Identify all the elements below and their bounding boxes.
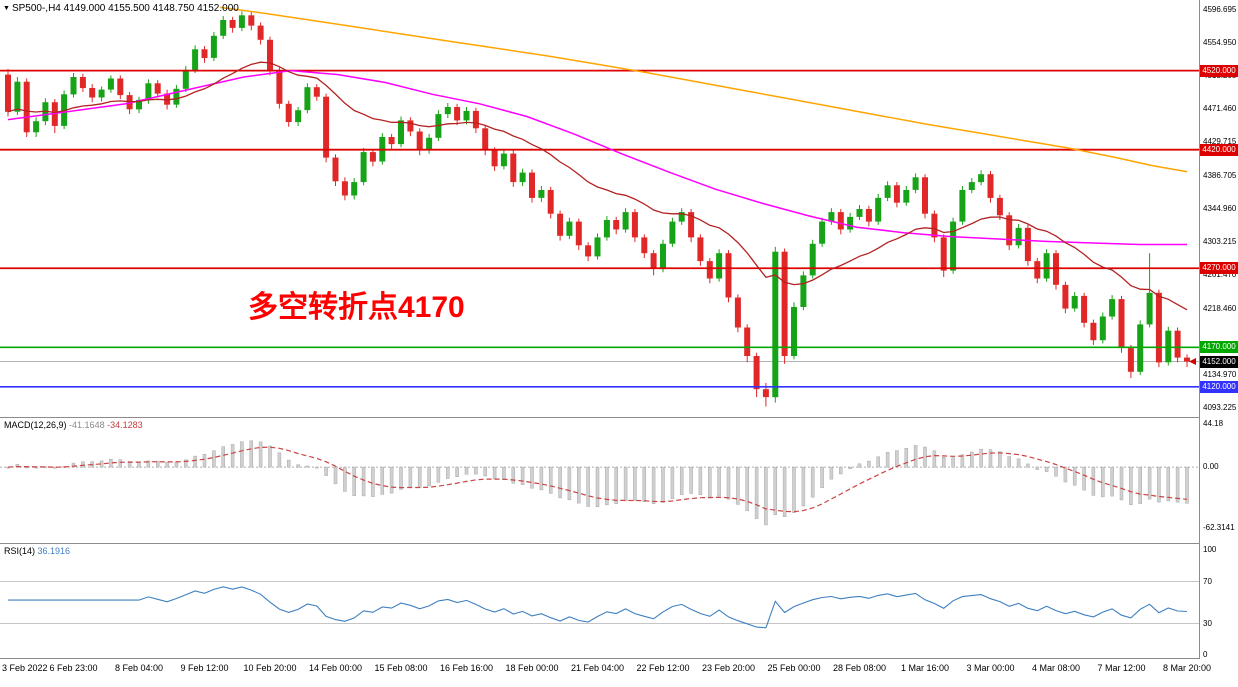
price-tick-label: 4134.970 xyxy=(1203,370,1237,379)
price-tick-label: 4386.705 xyxy=(1203,171,1237,180)
symbol-period-label: SP500-,H4 xyxy=(11,3,61,14)
time-label: 21 Feb 04:00 xyxy=(570,663,625,673)
price-tick-label: 4093.225 xyxy=(1203,403,1237,412)
price-tick-label: 4554.950 xyxy=(1203,38,1237,47)
time-label: 28 Feb 08:00 xyxy=(832,663,887,673)
rsi-indicator-label: RSI(14) 36.1916 xyxy=(4,546,70,556)
time-label: 8 Mar 20:00 xyxy=(1162,663,1212,673)
current-price-tag[interactable]: 4152.000 xyxy=(1200,355,1238,368)
price-tick-label: 4471.460 xyxy=(1203,104,1237,113)
ma-fast-line xyxy=(7,61,1188,311)
macd-signal-value: -34.1283 xyxy=(107,420,143,430)
price-tick-label: 4429.715 xyxy=(1203,137,1237,146)
price-tag-4270[interactable]: 4270.000 xyxy=(1200,262,1238,275)
macd-tick-label: -62.3141 xyxy=(1203,523,1235,532)
time-label: 25 Feb 00:00 xyxy=(767,663,821,673)
macd-tick-label: 44.18 xyxy=(1203,419,1224,428)
time-label: 3 Feb 2022 xyxy=(2,663,48,673)
current-price-marker xyxy=(1189,358,1196,366)
time-label: 1 Mar 16:00 xyxy=(900,663,950,673)
ma-medium-line xyxy=(7,69,1187,246)
price-tag-4420[interactable]: 4420.000 xyxy=(1200,143,1238,156)
time-label: 4 Mar 08:00 xyxy=(1031,663,1081,673)
rsi-tick-label: 100 xyxy=(1203,545,1217,554)
price-tick-label: 4344.960 xyxy=(1203,204,1237,213)
time-label: 16 Feb 16:00 xyxy=(439,663,494,673)
time-label: 7 Mar 12:00 xyxy=(1097,663,1146,673)
rsi-tick-label: 30 xyxy=(1203,618,1212,628)
macd-main-value: -41.1648 xyxy=(69,420,105,430)
price-tag-4170[interactable]: 4170.000 xyxy=(1200,341,1238,354)
time-label: 10 Feb 20:00 xyxy=(243,663,297,673)
time-axis[interactable]: 3 Feb 2022 6 Feb 23:00 8 Feb 04:00 9 Feb 12… xyxy=(0,659,1238,687)
ma-slow-line xyxy=(220,6,1188,173)
time-label: 8 Feb 04:00 xyxy=(114,663,164,673)
price-tag-4520[interactable]: 4520.000 xyxy=(1200,64,1238,77)
macd-indicator-label: MACD(12,26,9) -41.1648 -34.1283 xyxy=(4,420,143,430)
price-axis[interactable]: 4596.6954554.9504513.2054471.4604429.715… xyxy=(1200,0,1238,659)
price-tick-label: 4596.695 xyxy=(1203,5,1237,14)
ohlc-readout: 4149.000 4155.500 4148.750 4152.000 xyxy=(63,3,239,14)
macd-name: MACD(12,26,9) xyxy=(4,420,67,430)
price-tick-label: 4218.460 xyxy=(1203,304,1237,313)
macd-signal-line xyxy=(7,446,1188,513)
time-label: 18 Feb 00:00 xyxy=(505,663,559,673)
macd-tick-label: 0.00 xyxy=(1203,462,1219,472)
time-label: 22 Feb 12:00 xyxy=(636,663,690,673)
annotation-text: 多空转折点4170 xyxy=(248,291,465,324)
time-label: 3 Mar 00:00 xyxy=(966,663,1015,673)
rsi-value: 36.1916 xyxy=(37,546,71,556)
time-label: 23 Feb 20:00 xyxy=(701,663,756,673)
collapse-triangle-icon[interactable]: ▼ xyxy=(3,5,10,12)
price-tick-label: 4261.470 xyxy=(1203,270,1237,279)
time-label: 14 Feb 00:00 xyxy=(308,663,363,673)
time-label: 15 Feb 08:00 xyxy=(374,663,428,673)
rsi-tick-label: 0 xyxy=(1203,650,1208,659)
price-tag-4120[interactable]: 4120.000 xyxy=(1200,380,1238,393)
price-tick-label: 4303.215 xyxy=(1203,237,1237,246)
rsi-tick-label: 70 xyxy=(1203,576,1212,586)
rsi-line xyxy=(8,586,1188,629)
chart-title: ▼ SP500-,H4 4149.000 4155.500 4148.750 41… xyxy=(3,3,239,14)
macd-histogram xyxy=(6,440,1189,526)
candlesticks[interactable] xyxy=(5,11,1190,407)
time-label: 6 Feb 23:00 xyxy=(49,663,98,673)
rsi-name: RSI(14) xyxy=(4,546,36,556)
time-label: 9 Feb 12:00 xyxy=(180,663,229,673)
